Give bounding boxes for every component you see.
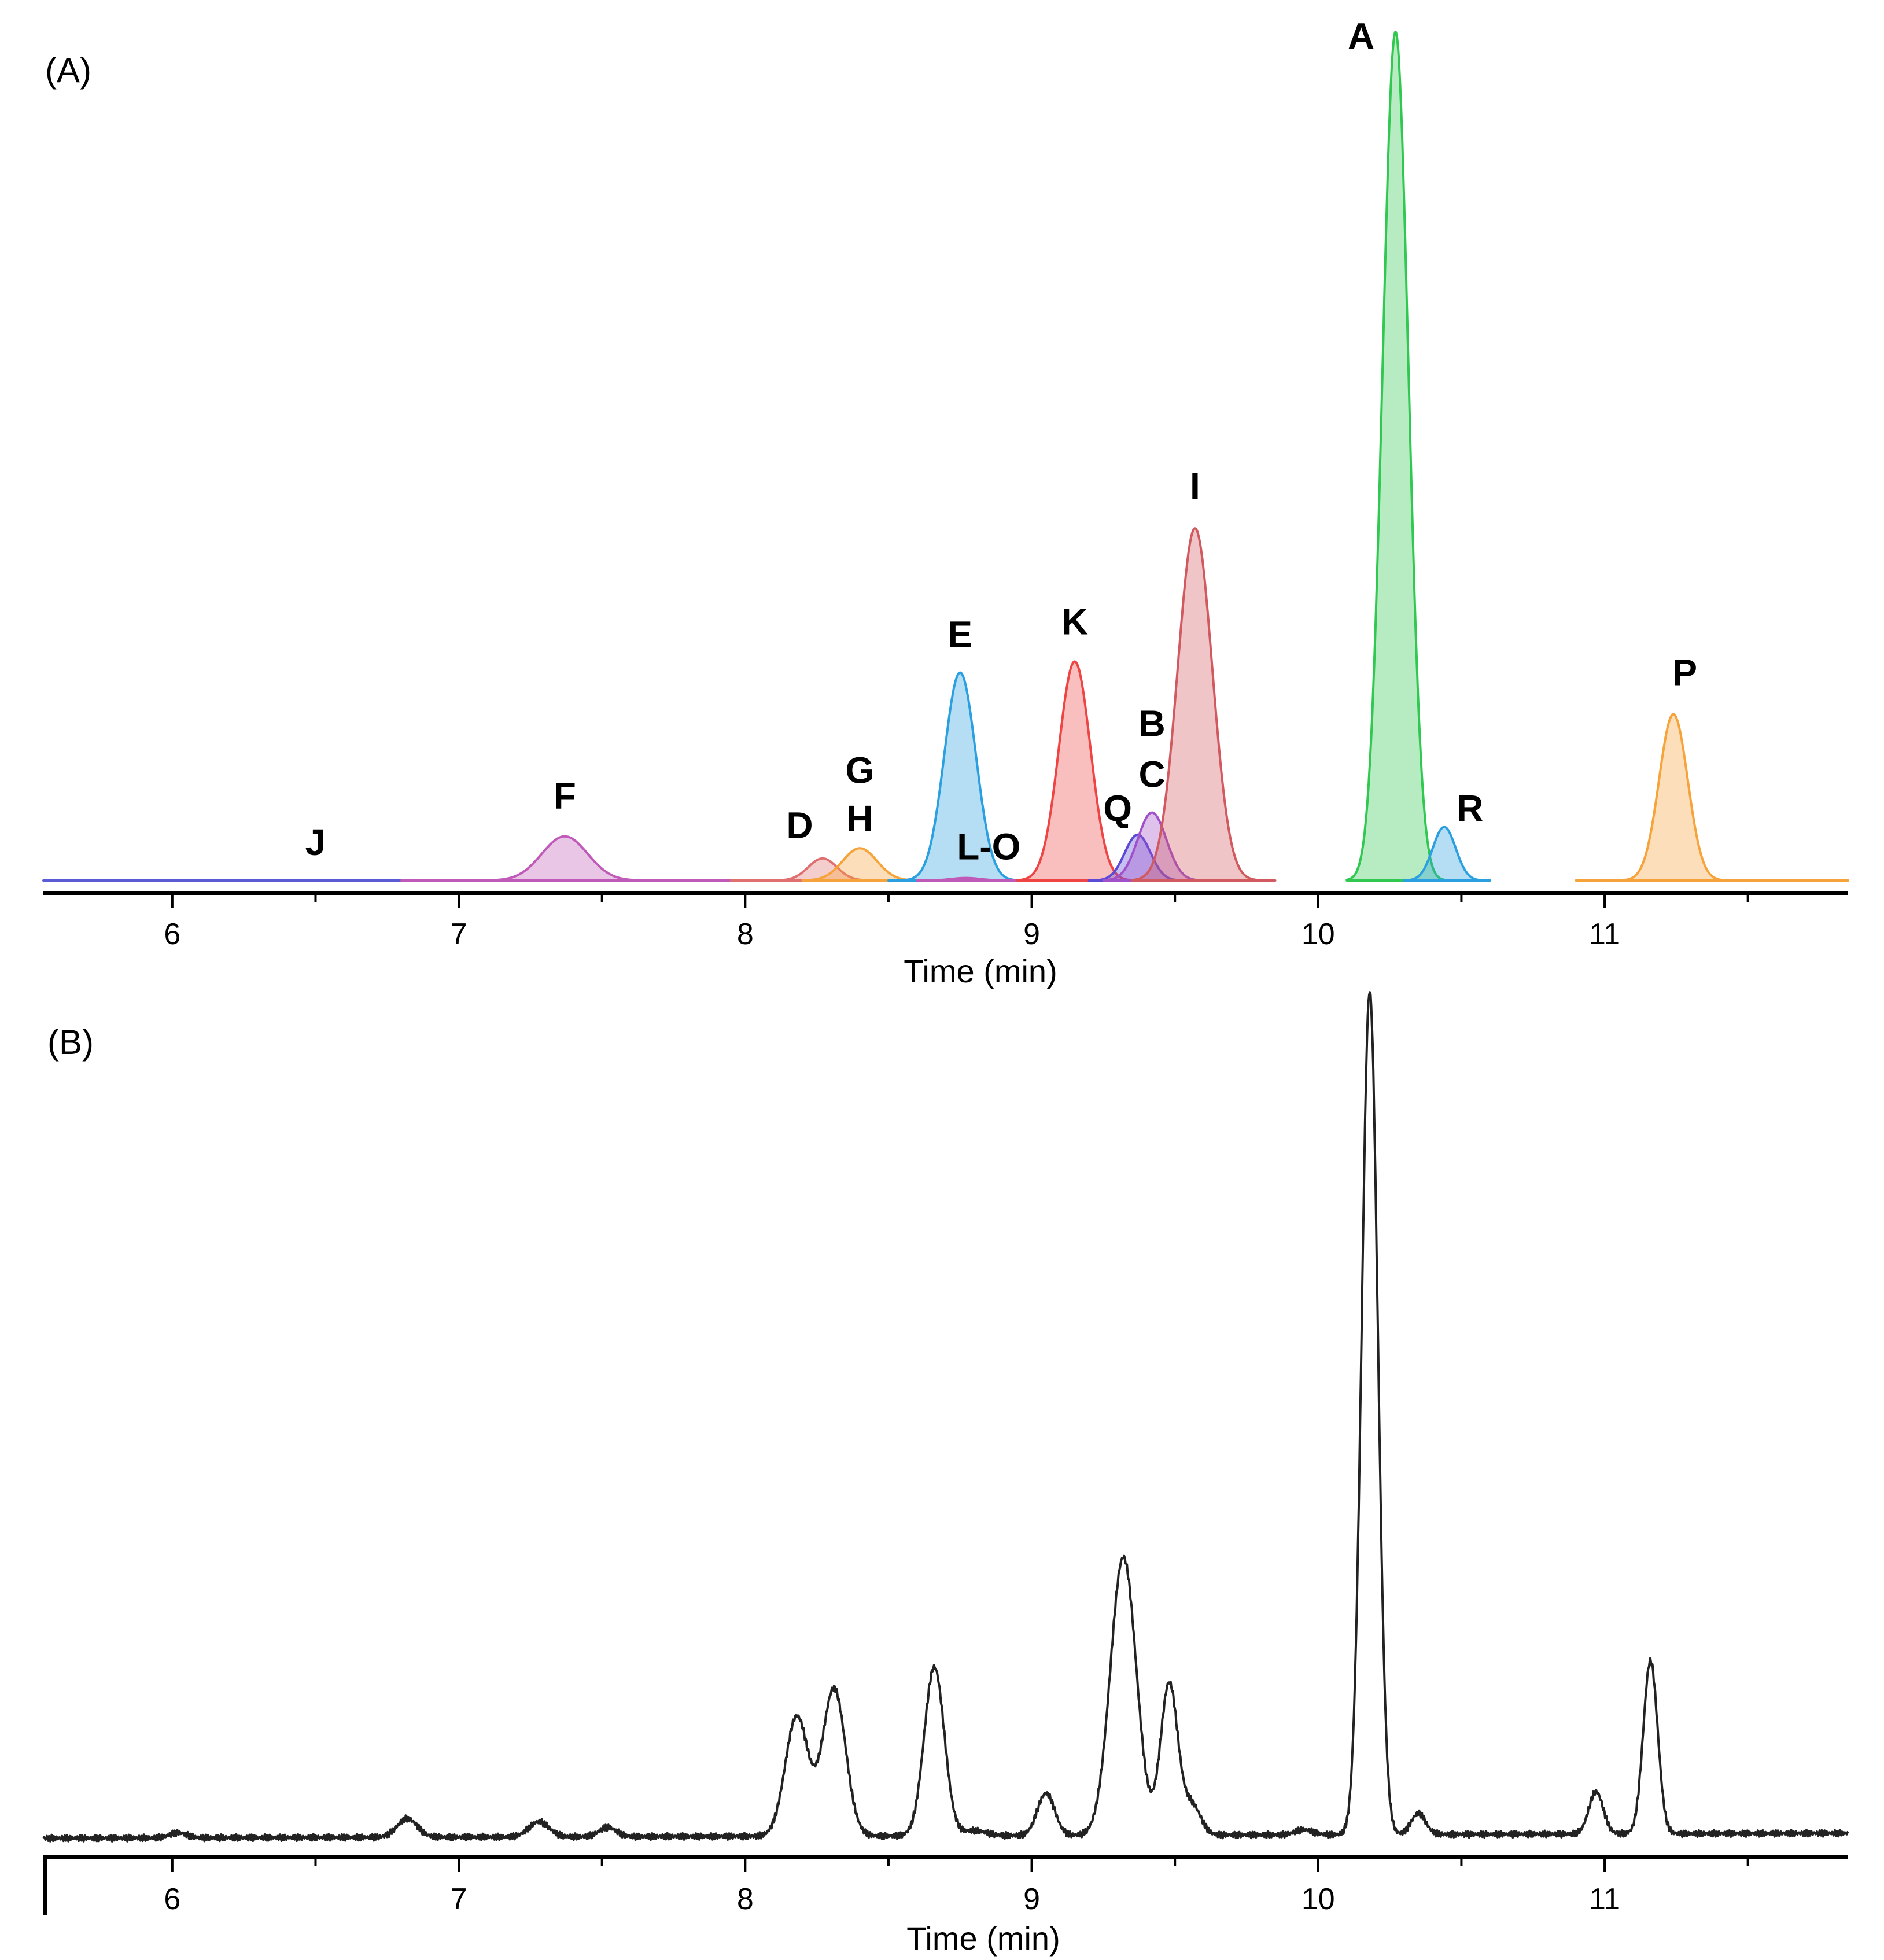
peak-area-f bbox=[400, 835, 732, 882]
panel-b-tick-label: 6 bbox=[164, 1882, 180, 1916]
panel-a-label: (A) bbox=[45, 51, 91, 90]
peak-label-a: A bbox=[1348, 15, 1374, 57]
peak-label-b: B bbox=[1138, 703, 1165, 745]
panel-b-tick-label: 8 bbox=[737, 1882, 754, 1916]
panel-b-tick-label: 7 bbox=[451, 1882, 467, 1916]
panel-a-x-axis-title: Time (min) bbox=[904, 953, 1057, 989]
panel-a-tick-label: 7 bbox=[451, 918, 467, 951]
peak-label-d: D bbox=[786, 805, 813, 846]
panel-b-tick-label: 11 bbox=[1589, 1882, 1620, 1916]
peak-label-j: J bbox=[305, 821, 326, 863]
panel-b-tick-label: 10 bbox=[1302, 1882, 1335, 1916]
panel-a-peak-labels: J F DGH E L-O K BCQ I A R P bbox=[305, 15, 1697, 867]
peak-area-e bbox=[887, 671, 1033, 882]
panel-a: (A) 6 7 8 9 10 11 J F DGH E L-O K BCQ I A R P Time (min… bbox=[42, 15, 1849, 989]
panel-a-tick-label: 11 bbox=[1589, 918, 1620, 951]
peak-label-e: E bbox=[947, 614, 972, 655]
panel-b-trace bbox=[42, 991, 1849, 1843]
peak-area-b-c bbox=[1102, 811, 1205, 882]
peak-label-h: H bbox=[846, 798, 873, 839]
peak-area-d bbox=[729, 857, 876, 882]
panel-b: (B) 6 7 8 9 10 11 Time (min) bbox=[42, 991, 1849, 1957]
panel-b-label: (B) bbox=[47, 1023, 94, 1062]
panel-a-tick-label: 9 bbox=[1023, 918, 1040, 951]
peak-label-f: F bbox=[554, 775, 576, 816]
peak-area-i bbox=[1130, 527, 1277, 882]
peak-label-p: P bbox=[1672, 652, 1697, 694]
peak-label-l-o: L-O bbox=[957, 826, 1020, 867]
chromatogram-trace bbox=[42, 991, 1849, 1843]
panel-b-x-axis-title: Time (min) bbox=[906, 1920, 1060, 1957]
peak-label-q: Q bbox=[1103, 787, 1132, 829]
panel-a-tick-label: 6 bbox=[164, 918, 180, 951]
panel-b-tick-label: 9 bbox=[1023, 1882, 1040, 1916]
panel-a-tick-label: 8 bbox=[737, 918, 754, 951]
peak-area-k bbox=[1016, 660, 1133, 882]
peak-area-l-o bbox=[916, 876, 1019, 882]
peak-label-r: R bbox=[1457, 787, 1483, 829]
peak-label-k: K bbox=[1061, 601, 1088, 643]
peak-label-i: I bbox=[1190, 465, 1200, 507]
peak-area-p bbox=[1575, 713, 1849, 882]
peak-area-a bbox=[1345, 31, 1448, 882]
panel-a-tick-label: 10 bbox=[1302, 918, 1335, 951]
panel-a-peaks bbox=[42, 31, 1849, 882]
peak-label-g: G bbox=[846, 749, 875, 791]
peak-area-r bbox=[1403, 826, 1491, 882]
peak-label-c: C bbox=[1138, 754, 1165, 795]
peak-area-g-h bbox=[801, 847, 919, 882]
panel-a-ticks: 6 7 8 9 10 11 bbox=[164, 893, 1749, 951]
panel-b-ticks: 6 7 8 9 10 11 bbox=[164, 1857, 1749, 1916]
